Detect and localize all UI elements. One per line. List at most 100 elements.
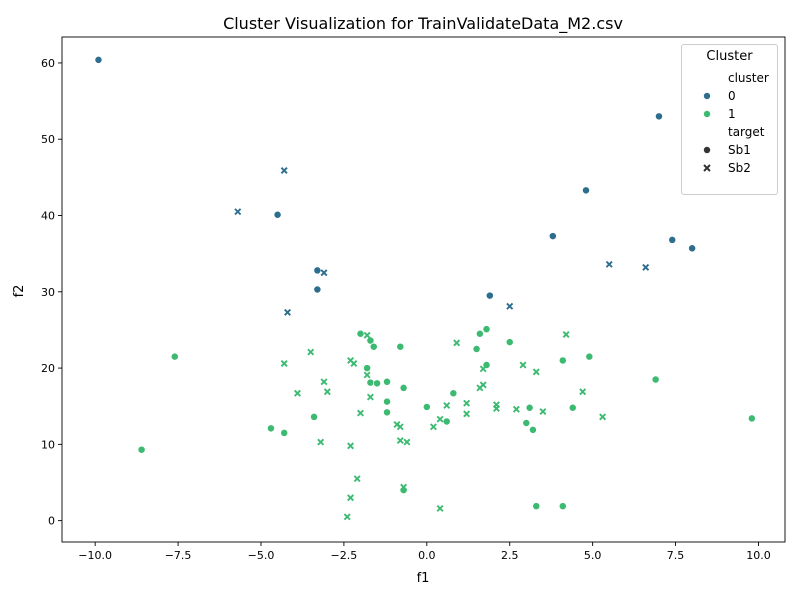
data-point-cluster-1-sb2 (357, 409, 364, 417)
data-point-cluster-1-sb2 (323, 388, 331, 396)
legend-item-label: 1 (728, 107, 736, 121)
data-point-cluster-0-sb2 (234, 208, 242, 216)
data-point-cluster-1-sb2 (539, 408, 547, 416)
data-points (94, 55, 756, 521)
data-point-cluster-1-sb1 (170, 352, 179, 361)
data-point-cluster-0-sb2 (506, 302, 514, 310)
data-point-cluster-1-sb2 (294, 389, 301, 397)
data-point-cluster-0-sb1 (485, 291, 494, 300)
data-point-cluster-1-sb1 (383, 408, 391, 417)
data-point-cluster-1-sb1 (383, 397, 391, 406)
y-tick-label: 60 (41, 57, 55, 70)
x-marker-icon (703, 164, 711, 172)
data-point-cluster-0-sb2 (642, 263, 650, 271)
data-point-cluster-1-sb2 (280, 360, 288, 367)
data-point-cluster-1-sb2 (347, 442, 355, 450)
data-point-cluster-1-sb1 (356, 329, 365, 338)
y-tick-label: 30 (41, 286, 55, 299)
data-point-cluster-1-sb2 (363, 331, 371, 339)
data-point-cluster-1-sb1 (525, 403, 534, 412)
x-tick-label: −10.0 (78, 549, 112, 562)
data-point-cluster-1-sb1 (137, 445, 146, 454)
legend-title: Cluster (706, 49, 753, 64)
data-point-cluster-1-sb1 (399, 383, 408, 392)
x-tick-label: 0.0 (418, 549, 436, 562)
data-point-cluster-1-sb1 (522, 419, 531, 427)
legend-hue-header-label: cluster (728, 71, 769, 85)
data-point-cluster-0-sb1 (655, 112, 663, 121)
data-point-cluster-1-sb2 (579, 388, 587, 396)
data-point-cluster-1-sb1 (383, 377, 391, 386)
data-point-cluster-1-sb2 (320, 378, 328, 386)
data-point-cluster-1-sb2 (479, 381, 487, 389)
data-point-cluster-1-sb1 (472, 345, 481, 353)
data-point-cluster-1-sb2 (353, 475, 361, 483)
legend-item-label: Sb2 (728, 161, 751, 175)
data-point-cluster-0-sb1 (313, 266, 322, 275)
x-tick-label: 10.0 (746, 549, 771, 562)
y-axis-label: f2 (12, 285, 27, 298)
circle-marker-icon (703, 146, 711, 154)
data-point-cluster-0-sb2 (284, 308, 291, 316)
data-point-cluster-1-sb1 (747, 414, 756, 423)
data-point-cluster-0-sb2 (605, 260, 613, 268)
data-point-cluster-1-sb2 (519, 361, 527, 369)
chart-title: Cluster Visualization for TrainValidateD… (223, 14, 623, 34)
data-point-cluster-0-sb1 (94, 55, 103, 64)
data-point-cluster-1-sb2 (400, 483, 408, 491)
data-point-cluster-1-sb2 (492, 405, 500, 412)
data-point-cluster-1-sb1 (366, 378, 375, 387)
data-point-cluster-1-sb2 (436, 415, 444, 423)
data-point-cluster-1-sb2 (443, 401, 451, 409)
y-tick-label: 50 (41, 133, 55, 146)
data-point-cluster-1-sb2 (396, 437, 404, 445)
data-point-cluster-1-sb2 (396, 423, 404, 431)
data-point-cluster-1-sb1 (422, 403, 431, 411)
x-axis-label: f1 (417, 571, 430, 586)
y-tick-label: 0 (48, 515, 55, 528)
data-point-cluster-0-sb1 (688, 244, 697, 253)
data-point-cluster-1-sb1 (369, 342, 378, 351)
data-point-cluster-1-sb2 (562, 331, 570, 338)
data-point-cluster-1-sb1 (396, 342, 405, 351)
data-point-cluster-1-sb2 (599, 413, 607, 421)
data-point-cluster-1-sb1 (266, 424, 275, 433)
data-point-cluster-1-sb1 (280, 428, 289, 437)
data-point-cluster-1-sb1 (558, 502, 567, 511)
data-point-cluster-1-sb1 (528, 425, 537, 434)
data-point-cluster-0-sb1 (548, 232, 557, 241)
x-tick-label: −7.5 (165, 549, 192, 562)
data-point-cluster-1-sb2 (463, 399, 471, 407)
data-point-cluster-1-sb2 (343, 513, 351, 521)
data-point-cluster-1-sb2 (463, 410, 471, 418)
plot-axes: −10.0 −7.5 −5.0 −2.5 0.0 2.5 5.0 7.5 10.00102030… (41, 36, 786, 562)
data-point-cluster-1-sb2 (479, 365, 487, 373)
data-point-cluster-1-sb1 (449, 389, 458, 398)
data-point-cluster-1-sb1 (651, 375, 660, 384)
data-point-cluster-1-sb1 (568, 403, 577, 412)
data-point-cluster-1-sb2 (363, 371, 371, 379)
circle-marker-icon (703, 92, 711, 100)
data-point-cluster-1-sb2 (453, 339, 461, 347)
data-point-cluster-1-sb2 (347, 494, 355, 502)
data-point-cluster-0-sb1 (668, 235, 677, 244)
data-point-cluster-1-sb1 (442, 417, 451, 426)
data-point-cluster-0-sb1 (273, 210, 282, 219)
circle-marker-icon (703, 110, 711, 118)
data-point-cluster-1-sb2 (317, 438, 325, 446)
legend-style-header-label: target (728, 125, 765, 139)
data-point-cluster-1-sb1 (310, 412, 319, 421)
data-point-cluster-1-sb1 (366, 336, 375, 345)
data-point-cluster-1-sb2 (403, 438, 411, 446)
data-point-cluster-1-sb1 (532, 502, 541, 511)
x-tick-label: −2.5 (331, 549, 358, 562)
x-tick-label: 7.5 (667, 549, 685, 562)
data-point-cluster-1-sb1 (505, 338, 514, 347)
data-point-cluster-0-sb1 (313, 285, 322, 294)
x-tick-label: 5.0 (584, 549, 602, 562)
chart-legend: Cluster cluster 0 1 target Sb1 Sb2 (681, 44, 778, 195)
y-tick-label: 40 (41, 210, 55, 223)
plot-frame (61, 36, 786, 543)
legend-item-label: 0 (728, 89, 736, 103)
